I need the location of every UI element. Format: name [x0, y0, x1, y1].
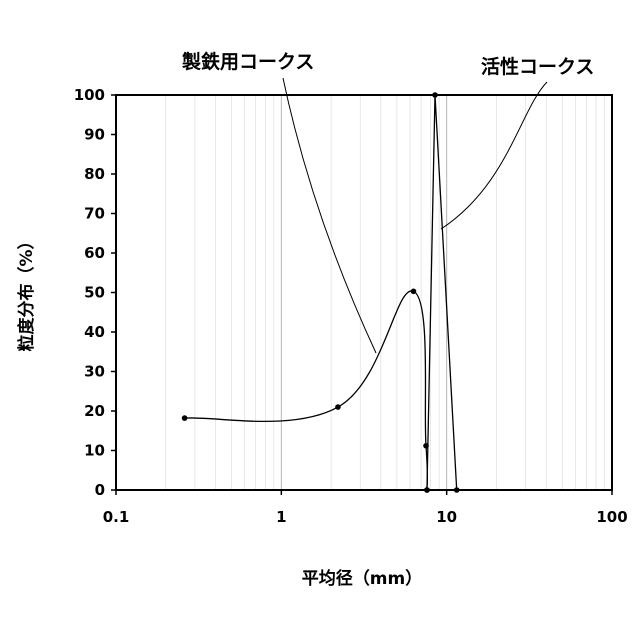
y-tick-label: 10: [84, 442, 105, 460]
data-point-1: [424, 487, 430, 493]
y-tick-label: 60: [84, 244, 105, 262]
y-axis-ticks: 0 10 20 30 40 50 60 70 80 90 100: [74, 86, 116, 499]
series-line-0: [184, 290, 429, 491]
x-axis-ticks: 0.1 1 10 100: [103, 490, 628, 526]
data-point-0: [181, 415, 188, 421]
x-tick-label: 10: [436, 508, 457, 526]
y-tick-label: 0: [95, 481, 105, 499]
annotation-leaders: [282, 77, 548, 354]
y-tick-label: 40: [84, 323, 105, 341]
data-point-0: [335, 404, 341, 410]
x-tick-label: 0.1: [103, 508, 130, 526]
y-tick-label: 70: [84, 205, 105, 223]
series-line-1: [426, 94, 458, 491]
data-point-0: [423, 442, 429, 449]
y-tick-label: 30: [84, 363, 105, 381]
grid-lines: [165, 95, 605, 490]
x-tick-label: 100: [596, 508, 627, 526]
y-tick-label: 100: [74, 86, 105, 104]
y-tick-label: 50: [84, 284, 105, 302]
data-point-0: [410, 288, 417, 295]
data-point-1: [453, 487, 460, 493]
leader-steel-coke: [282, 77, 377, 354]
plot-frame: [115, 94, 613, 491]
data-markers: [181, 92, 460, 493]
annotation-active-coke: 活性コークス: [481, 55, 594, 78]
leader-active-coke: [440, 81, 548, 230]
y-tick-label: 80: [84, 165, 105, 183]
x-axis-label: 平均径（mm）: [302, 568, 422, 589]
annotation-steel-coke: 製鉄用コークス: [181, 50, 314, 73]
y-tick-label: 20: [84, 402, 105, 420]
y-tick-label: 90: [84, 126, 105, 144]
x-tick-label: 1: [276, 508, 286, 526]
y-axis-label: 粒度分布（%）: [16, 232, 37, 351]
data-point-1: [432, 92, 438, 98]
